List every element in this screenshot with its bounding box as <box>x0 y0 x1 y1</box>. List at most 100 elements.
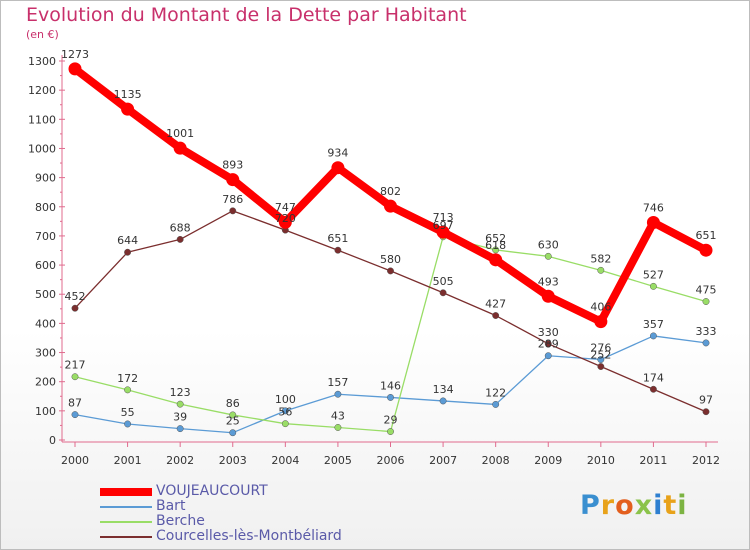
y-tick-label: 800 <box>35 201 56 214</box>
data-label: 86 <box>226 397 240 410</box>
x-tick-label: 2000 <box>61 454 89 467</box>
data-label: 786 <box>222 193 243 206</box>
data-label: 527 <box>643 268 664 281</box>
data-point <box>387 428 394 435</box>
x-tick-label: 2006 <box>377 454 405 467</box>
x-tick-label: 2012 <box>692 454 720 467</box>
x-axis-ticks: 2000 2001 2002 2003 2004 2005 2006 2007 2008 2009… <box>61 442 720 467</box>
chart-title: Evolution du Montant de la Dette par Hab… <box>26 4 467 26</box>
legend-label: Courcelles-lès-Montbéliard <box>156 528 342 544</box>
chart-series <box>68 62 713 437</box>
data-label: 122 <box>485 386 506 399</box>
data-point <box>544 352 552 360</box>
x-tick-label: 2003 <box>219 454 247 467</box>
data-label: 43 <box>331 409 345 422</box>
data-point <box>229 207 237 215</box>
y-tick-label: 400 <box>35 317 56 330</box>
data-label: 1001 <box>166 127 194 140</box>
data-point <box>702 339 710 347</box>
data-label: 651 <box>696 229 717 242</box>
data-point <box>71 411 79 419</box>
data-label: 582 <box>590 252 611 265</box>
data-point <box>702 298 710 305</box>
data-point <box>334 246 342 254</box>
legend-item: Berche <box>100 513 420 530</box>
data-label: 697 <box>433 219 454 232</box>
data-label: 357 <box>643 318 664 331</box>
data-point <box>492 400 500 408</box>
y-tick-label: 600 <box>35 259 56 272</box>
series-berche <box>71 233 710 435</box>
legend-label: Berche <box>156 513 205 529</box>
data-label: 720 <box>275 212 296 225</box>
data-point <box>439 397 447 405</box>
data-label: 713 <box>433 211 454 224</box>
y-tick-label: 300 <box>35 347 56 360</box>
data-label: 644 <box>117 234 138 247</box>
data-point <box>492 246 500 254</box>
data-label: 97 <box>699 394 713 407</box>
x-tick-label: 2002 <box>166 454 194 467</box>
data-label: 146 <box>380 379 401 392</box>
data-label: 747 <box>275 201 296 214</box>
logo-letter: i <box>653 490 664 521</box>
data-label: 893 <box>222 159 243 172</box>
data-point <box>597 266 605 274</box>
legend-swatch <box>100 488 152 496</box>
logo-letter: i <box>677 490 688 521</box>
y-tick-label: 1100 <box>28 113 56 126</box>
data-point <box>649 282 657 290</box>
data-label: 427 <box>485 298 506 311</box>
data-label: 475 <box>696 284 717 297</box>
data-point <box>121 102 135 116</box>
y-tick-label: 1000 <box>28 142 56 155</box>
chart-legend: VOUJEAUCOURT Bart Berche Courcelles-lès-Mon… <box>100 483 420 545</box>
y-tick-label: 1300 <box>28 55 56 68</box>
data-point <box>331 161 345 175</box>
data-label: 651 <box>327 232 348 245</box>
data-label: 123 <box>170 386 191 399</box>
data-label: 217 <box>65 359 86 372</box>
data-label: 157 <box>327 376 348 389</box>
legend-swatch <box>100 536 152 538</box>
data-point <box>649 332 657 340</box>
data-point <box>229 429 237 437</box>
x-tick-label: 2009 <box>534 454 562 467</box>
x-tick-label: 2011 <box>639 454 667 467</box>
data-label: 87 <box>68 397 82 410</box>
data-point <box>176 235 184 243</box>
data-label: 29 <box>384 414 398 427</box>
data-point <box>71 373 79 381</box>
data-label: 333 <box>696 325 717 338</box>
data-point <box>229 411 237 419</box>
data-label: 252 <box>590 349 611 362</box>
x-tick-label: 2007 <box>429 454 457 467</box>
proxiti-logo: Proxiti <box>580 490 688 521</box>
legend-swatch <box>100 521 152 523</box>
logo-letter: t <box>663 490 678 521</box>
data-label: 618 <box>485 239 506 252</box>
data-point <box>281 407 289 415</box>
y-tick-label: 100 <box>35 405 56 418</box>
data-labels: 87 55 39 25 100 157 146 134 122 289 276 357 333 217 17… <box>61 48 717 428</box>
data-label: 652 <box>485 232 506 245</box>
x-tick-label: 2010 <box>587 454 615 467</box>
data-label: 580 <box>380 253 401 266</box>
logo-letter: x <box>634 490 654 521</box>
data-point <box>334 390 342 398</box>
y-tick-label: 0 <box>49 434 56 447</box>
y-tick-label: 700 <box>35 230 56 243</box>
data-label: 172 <box>117 372 138 385</box>
data-label: 25 <box>226 415 240 428</box>
data-label: 493 <box>538 275 559 288</box>
data-label: 934 <box>327 147 348 160</box>
data-label: 134 <box>433 383 454 396</box>
legend-item: Bart <box>100 498 420 515</box>
data-point <box>124 386 132 394</box>
data-point <box>544 340 552 348</box>
data-point <box>71 304 79 312</box>
data-point <box>173 141 187 155</box>
data-label: 505 <box>433 275 454 288</box>
data-label: 688 <box>170 221 191 234</box>
